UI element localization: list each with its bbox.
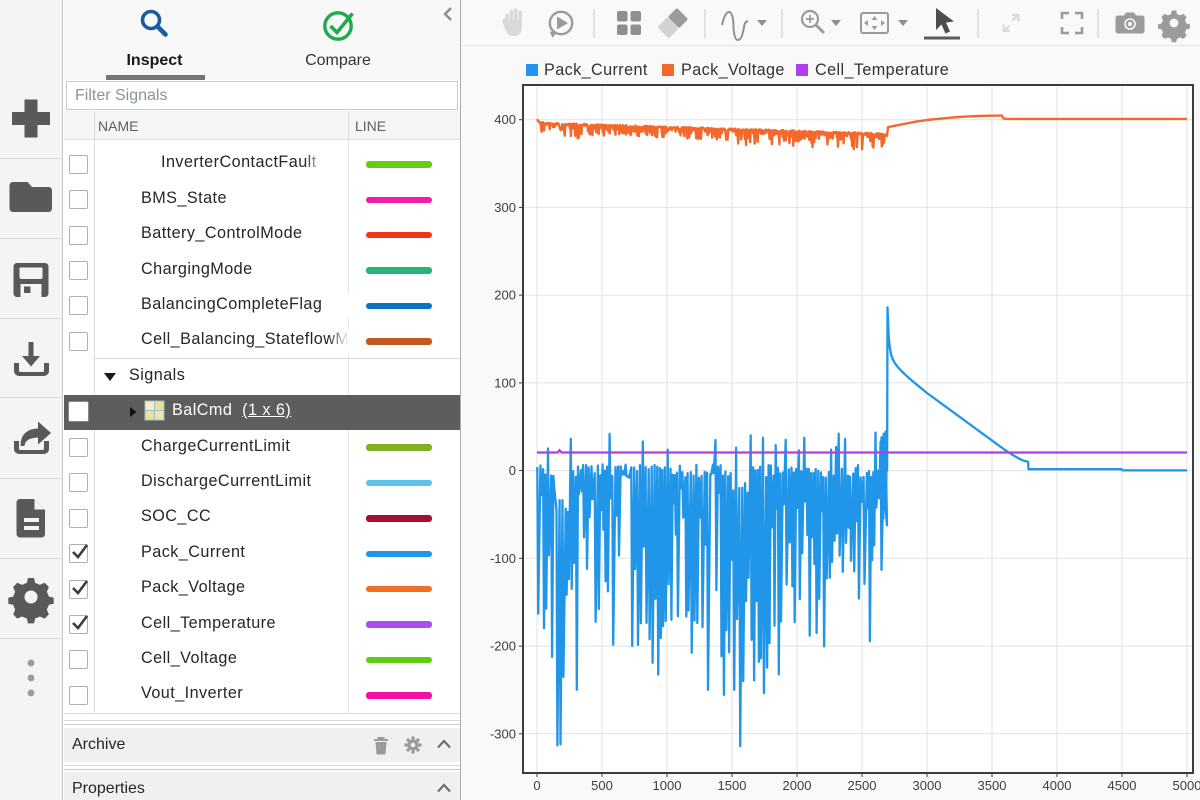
svg-text:1500: 1500 bbox=[718, 778, 747, 793]
svg-text:200: 200 bbox=[494, 288, 516, 303]
svg-text:100: 100 bbox=[494, 375, 516, 390]
svg-text:0: 0 bbox=[509, 463, 516, 478]
svg-text:5000: 5000 bbox=[1173, 778, 1200, 793]
svg-text:-100: -100 bbox=[490, 551, 516, 566]
svg-text:400: 400 bbox=[494, 112, 516, 127]
svg-text:2500: 2500 bbox=[848, 778, 877, 793]
svg-text:300: 300 bbox=[494, 200, 516, 215]
svg-text:3500: 3500 bbox=[978, 778, 1007, 793]
svg-text:4000: 4000 bbox=[1043, 778, 1072, 793]
svg-text:-200: -200 bbox=[490, 639, 516, 654]
svg-text:2000: 2000 bbox=[783, 778, 812, 793]
svg-text:-300: -300 bbox=[490, 726, 516, 741]
svg-text:500: 500 bbox=[591, 778, 613, 793]
svg-text:3000: 3000 bbox=[913, 778, 942, 793]
svg-text:0: 0 bbox=[533, 778, 540, 793]
svg-text:4500: 4500 bbox=[1108, 778, 1137, 793]
svg-text:1000: 1000 bbox=[653, 778, 682, 793]
